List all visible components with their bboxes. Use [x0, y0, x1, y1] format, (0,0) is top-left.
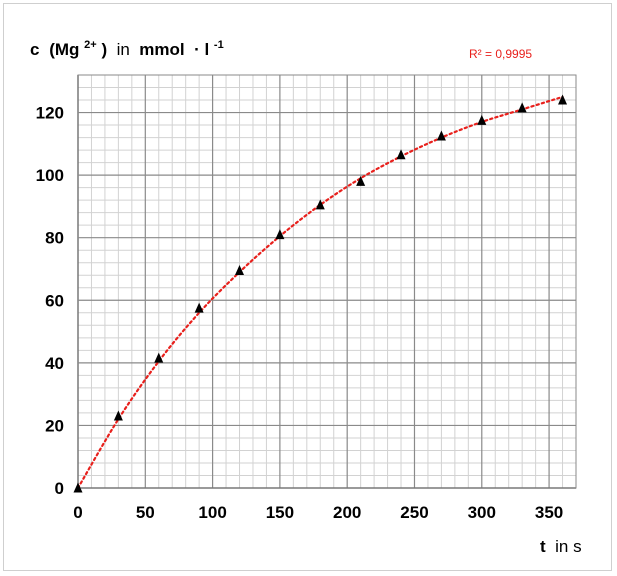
- major-grid: [77, 74, 577, 489]
- y-label-unit: mmol: [139, 40, 184, 59]
- x-tick-label: 250: [400, 503, 428, 522]
- y-label-close: ): [101, 40, 107, 59]
- data-point: [436, 130, 446, 141]
- y-label-symbol: c: [30, 40, 39, 59]
- y-label-exponent: -1: [214, 39, 224, 51]
- data-point: [275, 229, 285, 240]
- data-point: [154, 352, 164, 363]
- y-label-in: in: [112, 40, 135, 59]
- data-point: [396, 149, 406, 160]
- data-point: [315, 199, 325, 210]
- y-tick-label: 40: [45, 354, 64, 373]
- x-label-var: t: [540, 537, 546, 556]
- data-point: [235, 265, 245, 276]
- data-point: [356, 175, 366, 186]
- x-tick-label: 50: [136, 503, 155, 522]
- x-tick-label: 300: [468, 503, 496, 522]
- y-tick-label: 20: [45, 416, 64, 435]
- y-tick-label: 0: [55, 479, 64, 498]
- x-tick-label: 200: [333, 503, 361, 522]
- plot-border: [77, 74, 577, 489]
- x-tick-label: 150: [266, 503, 294, 522]
- y-tick-label: 80: [45, 229, 64, 248]
- data-point: [73, 482, 83, 493]
- y-tick-label: 100: [36, 166, 64, 185]
- x-label-rest: in s: [550, 537, 581, 556]
- x-tick-label: 350: [535, 503, 563, 522]
- x-tick-label: 100: [198, 503, 226, 522]
- data-point: [194, 302, 204, 313]
- y-label-dot: · l: [189, 40, 209, 59]
- y-label-charge: 2+: [84, 39, 97, 51]
- x-tick-label: 0: [73, 503, 82, 522]
- minor-grid: [78, 74, 577, 488]
- data-point: [517, 102, 527, 113]
- y-label-species: (Mg: [49, 40, 79, 59]
- data-point: [477, 114, 487, 125]
- data-point: [113, 410, 123, 421]
- y-tick-label: 120: [36, 104, 64, 123]
- data-point: [558, 94, 568, 105]
- y-axis-label: c (Mg 2+ ) in mmol · l -1: [30, 33, 224, 59]
- x-tick-labels: 0 50 100 150 200 250 300 350: [73, 503, 563, 522]
- x-axis-label: t in s: [540, 537, 582, 556]
- r-squared-annotation: R² = 0,9995: [469, 47, 532, 61]
- y-tick-label: 60: [45, 291, 64, 310]
- y-tick-labels: 0 20 40 60 80 100 120: [36, 104, 64, 498]
- data-points: [73, 94, 568, 493]
